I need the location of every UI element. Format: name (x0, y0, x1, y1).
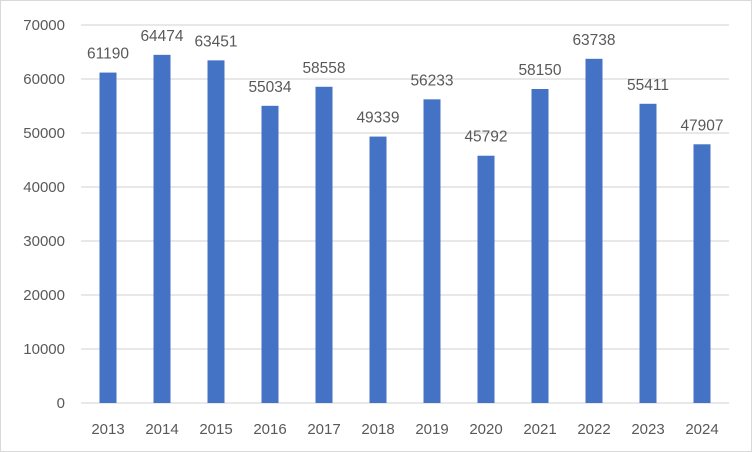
y-tick-label: 50000 (23, 125, 65, 142)
bar-2021 (531, 88, 549, 404)
x-tick-label: 2022 (577, 421, 610, 438)
data-label: 63738 (572, 32, 615, 49)
bar-2022 (585, 58, 603, 404)
x-tick-label: 2019 (415, 421, 448, 438)
y-tick-label: 0 (57, 395, 65, 412)
bar-2023 (639, 103, 657, 403)
x-tick-label: 2023 (631, 421, 664, 438)
x-tick-label: 2024 (685, 421, 718, 438)
bar-2024 (693, 144, 711, 404)
y-tick-label: 10000 (23, 341, 65, 358)
x-tick-label: 2016 (253, 421, 286, 438)
x-tick-label: 2015 (199, 421, 232, 438)
y-tick-label: 20000 (23, 287, 65, 304)
y-tick-label: 60000 (23, 71, 65, 88)
x-tick-label: 2021 (523, 421, 556, 438)
data-label: 45792 (464, 129, 507, 146)
data-label: 49339 (356, 110, 399, 127)
x-tick-label: 2014 (145, 421, 178, 438)
data-label: 55411 (627, 77, 669, 94)
bar-2020 (477, 155, 495, 403)
bar-2014 (153, 54, 171, 404)
bar-2018 (369, 136, 387, 403)
data-label: 47907 (680, 117, 723, 134)
x-tick-label: 2013 (91, 421, 124, 438)
data-label: 64474 (140, 28, 183, 45)
x-tick-label: 2018 (361, 421, 394, 438)
data-label: 56233 (410, 72, 453, 89)
bar-2013 (99, 72, 117, 403)
data-label: 61190 (87, 46, 129, 63)
bar-2017 (315, 86, 333, 403)
x-tick-label: 2020 (469, 421, 502, 438)
y-tick-label: 30000 (23, 233, 65, 250)
bar-2019 (423, 99, 441, 403)
data-label: 55034 (248, 79, 291, 96)
data-label: 58150 (518, 62, 561, 79)
bar-2015 (207, 60, 225, 404)
bar-2016 (261, 105, 279, 403)
y-tick-label: 70000 (23, 17, 65, 34)
data-label: 58558 (302, 60, 345, 77)
x-tick-label: 2017 (307, 421, 340, 438)
data-label: 63451 (194, 33, 237, 50)
y-tick-label: 40000 (23, 179, 65, 196)
